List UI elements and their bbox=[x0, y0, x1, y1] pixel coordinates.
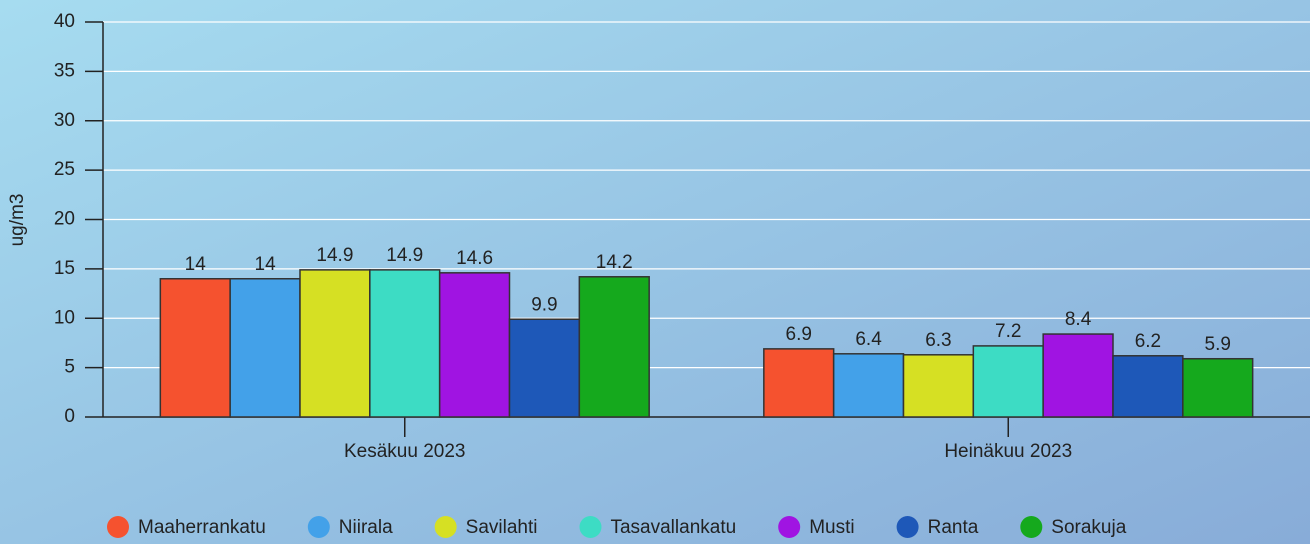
bar bbox=[159, 278, 231, 418]
value-label: 8.4 bbox=[1065, 309, 1092, 330]
bar bbox=[508, 318, 581, 418]
bar bbox=[369, 269, 441, 418]
x-tick-label: Heinäkuu 2023 bbox=[944, 441, 1072, 462]
value-label: 14 bbox=[185, 254, 207, 275]
legend-marker bbox=[307, 516, 330, 538]
y-tick-label: 15 bbox=[54, 258, 75, 279]
value-label: 14.2 bbox=[596, 252, 633, 273]
legend-marker bbox=[778, 516, 801, 538]
x-tick-label: Kesäkuu 2023 bbox=[344, 441, 466, 462]
value-label: 5.9 bbox=[1205, 334, 1231, 355]
legend-label: Niirala bbox=[339, 517, 393, 538]
y-tick-label: 25 bbox=[54, 159, 75, 180]
legend-marker bbox=[1020, 516, 1043, 538]
bar bbox=[578, 276, 650, 418]
y-tick-label: 5 bbox=[64, 357, 75, 378]
value-label: 6.2 bbox=[1135, 331, 1161, 352]
bar bbox=[972, 345, 1044, 418]
y-axis-label: ug/m3 bbox=[7, 194, 28, 247]
legend-label: Maaherrankatu bbox=[138, 517, 266, 538]
legend-marker bbox=[107, 516, 129, 538]
bar bbox=[1042, 333, 1114, 418]
value-label: 14.6 bbox=[456, 248, 493, 269]
y-tick-label: 40 bbox=[54, 11, 75, 32]
legend-marker bbox=[896, 516, 919, 538]
value-label: 14.9 bbox=[386, 245, 423, 266]
bar bbox=[902, 354, 975, 418]
bar bbox=[1112, 355, 1184, 418]
legend-label: Musti bbox=[809, 517, 854, 538]
value-label: 14 bbox=[255, 254, 277, 275]
value-label: 6.9 bbox=[786, 324, 812, 345]
value-label: 6.4 bbox=[855, 329, 882, 350]
value-label: 7.2 bbox=[995, 321, 1021, 342]
bar bbox=[1182, 357, 1254, 418]
legend-label: Savilahti bbox=[466, 517, 538, 538]
bar bbox=[763, 348, 835, 418]
bar bbox=[299, 269, 371, 418]
y-tick-label: 35 bbox=[54, 60, 75, 81]
legend-marker bbox=[434, 516, 457, 538]
y-tick-label: 20 bbox=[54, 209, 75, 230]
legend-label: Tasavallankatu bbox=[610, 517, 736, 538]
value-label: 6.3 bbox=[925, 330, 951, 351]
legend-marker bbox=[579, 516, 602, 538]
bar bbox=[229, 278, 301, 418]
legend-label: Sorakuja bbox=[1051, 517, 1126, 538]
value-label: 14.9 bbox=[316, 245, 353, 266]
legend-label: Ranta bbox=[928, 517, 979, 538]
y-tick-label: 0 bbox=[64, 406, 75, 427]
bar bbox=[832, 353, 905, 418]
bar bbox=[438, 272, 511, 418]
y-tick-label: 30 bbox=[54, 110, 75, 131]
y-tick-label: 10 bbox=[54, 307, 75, 328]
value-label: 9.9 bbox=[531, 294, 557, 315]
